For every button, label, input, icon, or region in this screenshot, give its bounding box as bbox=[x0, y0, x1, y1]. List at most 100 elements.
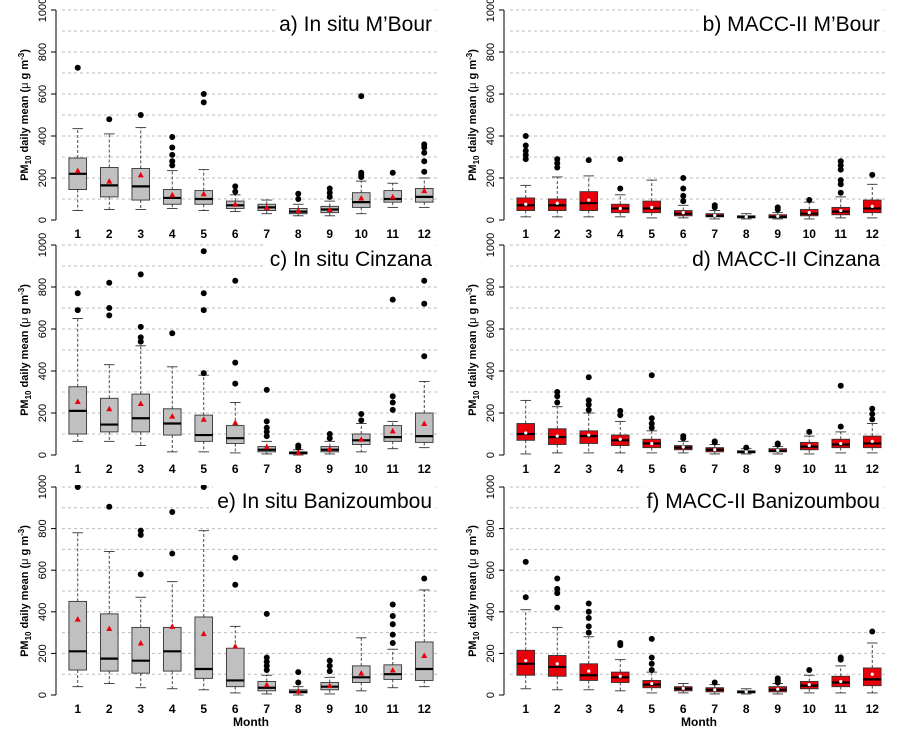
box-iqr bbox=[99, 397, 119, 433]
y-title-pm: PM bbox=[467, 399, 479, 416]
mean-marker bbox=[358, 670, 365, 676]
y-tick-label: 0 bbox=[37, 692, 49, 698]
box-1 bbox=[68, 290, 88, 442]
x-tick-label: 7 bbox=[263, 702, 270, 716]
outlier-point bbox=[389, 296, 396, 303]
x-tick-label: 4 bbox=[169, 227, 176, 241]
outlier-point bbox=[389, 399, 396, 406]
mean-marker bbox=[137, 400, 144, 407]
outlier-point bbox=[389, 169, 396, 176]
mean-marker bbox=[870, 439, 874, 443]
y-tick-label: 1000 bbox=[37, 0, 49, 22]
box-5 bbox=[642, 179, 662, 219]
x-tick-label: 10 bbox=[803, 227, 817, 241]
x-tick-label: 1 bbox=[522, 227, 529, 241]
box-5 bbox=[194, 485, 214, 691]
y-title-pm: PM bbox=[19, 399, 31, 416]
outlier-point bbox=[585, 600, 592, 607]
box-iqr bbox=[862, 667, 882, 687]
box-9 bbox=[320, 657, 340, 695]
y-title-sup: -3 bbox=[17, 52, 26, 60]
outlier-point bbox=[522, 147, 529, 154]
outlier-point bbox=[648, 635, 655, 642]
outlier-point bbox=[232, 183, 239, 190]
y-title-sub: 10 bbox=[472, 631, 481, 640]
y-title-mid: daily mean ( bbox=[467, 565, 479, 632]
outlier-point bbox=[837, 181, 844, 188]
gridlines bbox=[62, 9, 440, 200]
x-tick-label: 6 bbox=[680, 462, 687, 476]
outlier-point bbox=[617, 407, 624, 414]
x-tick-label: 1 bbox=[522, 702, 529, 716]
x-tick-label: 1 bbox=[522, 462, 529, 476]
y-title-unit: g m bbox=[19, 536, 31, 559]
panel-title: c) In situ Cinzana bbox=[270, 248, 433, 271]
outlier-point bbox=[200, 248, 207, 255]
box-10 bbox=[799, 667, 819, 694]
box-5 bbox=[642, 372, 662, 454]
mean-marker bbox=[524, 202, 528, 206]
mean-marker bbox=[681, 445, 685, 449]
outlier-point bbox=[263, 662, 270, 669]
box-12 bbox=[414, 575, 434, 688]
box-5 bbox=[642, 635, 662, 694]
x-tick-label: 5 bbox=[200, 227, 207, 241]
outlier-point bbox=[806, 428, 813, 435]
outlier-point bbox=[585, 608, 592, 615]
x-tick-label: 1 bbox=[74, 462, 81, 476]
y-title-close: ) bbox=[467, 49, 479, 53]
outlier-point bbox=[169, 162, 176, 169]
box-10 bbox=[351, 411, 371, 453]
outlier-point bbox=[169, 158, 176, 165]
y-title-mid: daily mean ( bbox=[467, 324, 479, 391]
outlier-point bbox=[554, 160, 561, 167]
x-tick-label: 6 bbox=[232, 702, 239, 716]
box-1 bbox=[68, 64, 88, 212]
box-8 bbox=[736, 444, 756, 455]
outlier-point bbox=[617, 640, 624, 646]
box-11 bbox=[383, 601, 403, 689]
outlier-point bbox=[232, 380, 239, 387]
outlier-point bbox=[648, 654, 655, 661]
outlier-point bbox=[837, 189, 844, 196]
box-11 bbox=[383, 169, 403, 208]
x-axis: 1 2 3 4 5 6 7 8 9 10 11 12 bbox=[522, 227, 879, 241]
x-tick-label: 2 bbox=[554, 462, 561, 476]
x-tick-label: 4 bbox=[617, 702, 624, 716]
box-2 bbox=[547, 156, 567, 218]
x-tick-label: 12 bbox=[418, 702, 432, 716]
mean-marker bbox=[200, 416, 207, 422]
x-tick-label: 11 bbox=[834, 462, 847, 476]
mean-marker bbox=[681, 686, 685, 690]
box-iqr bbox=[162, 408, 182, 436]
box-4 bbox=[610, 640, 630, 692]
mean-marker bbox=[587, 669, 591, 673]
outlier-point bbox=[774, 204, 781, 211]
box-12 bbox=[862, 405, 882, 454]
outlier-point bbox=[106, 312, 113, 319]
x-tick-label: 5 bbox=[200, 702, 207, 716]
y-tick-label: 400 bbox=[37, 603, 49, 621]
outlier-point bbox=[137, 112, 144, 118]
mean-marker bbox=[744, 450, 748, 454]
y-tick-label: 0 bbox=[37, 452, 49, 458]
y-tick-label: 1000 bbox=[37, 233, 49, 257]
outlier-point bbox=[680, 192, 687, 199]
x-tick-label: 9 bbox=[326, 462, 333, 476]
x-tick-label: 2 bbox=[106, 462, 113, 476]
outlier-point bbox=[837, 177, 844, 184]
boxes bbox=[68, 485, 434, 696]
box-4 bbox=[162, 508, 182, 690]
x-tick-label: 1 bbox=[74, 227, 81, 241]
outlier-point bbox=[837, 382, 844, 389]
y-title-pm: PM bbox=[467, 164, 479, 181]
outlier-point bbox=[326, 193, 333, 200]
x-tick-label: 12 bbox=[418, 227, 432, 241]
panel-title-bg bbox=[642, 485, 884, 515]
y-title-mu: μ bbox=[467, 318, 479, 324]
box-6 bbox=[673, 683, 693, 694]
outlier-point bbox=[106, 305, 113, 311]
mean-marker bbox=[776, 214, 780, 218]
outlier-point bbox=[169, 151, 176, 158]
